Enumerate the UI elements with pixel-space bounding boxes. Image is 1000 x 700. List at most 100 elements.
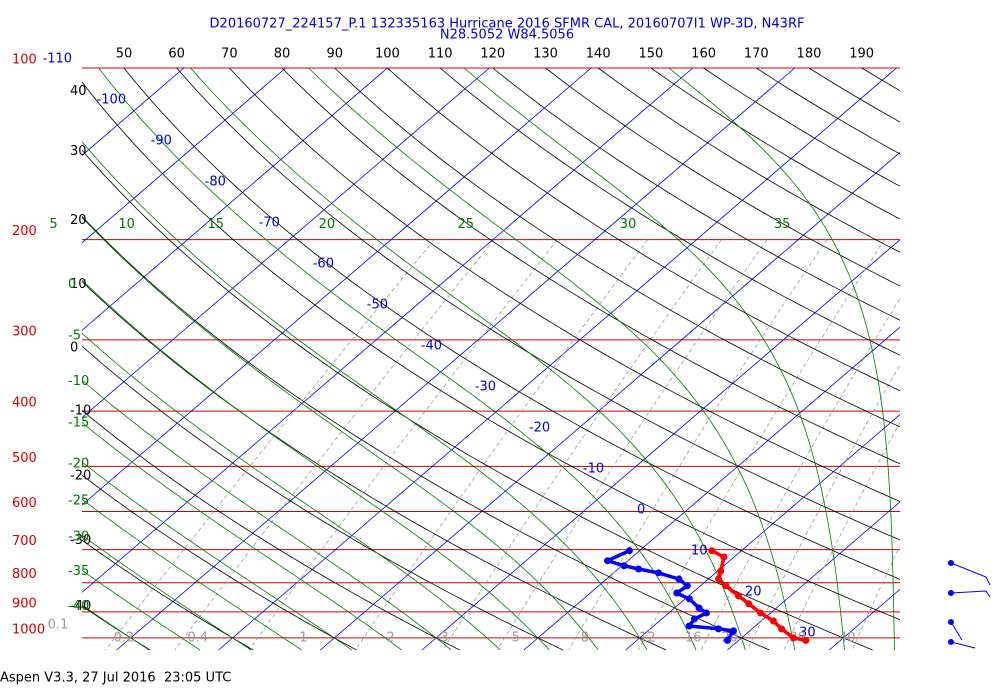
mixing-ratio-label: 0.2 <box>113 630 134 645</box>
isotherm-label: -30 <box>475 380 496 395</box>
mixing-ratio-line <box>248 239 558 651</box>
isotherm-label: -80 <box>205 175 226 190</box>
pressure-label: 300 <box>12 324 37 339</box>
dry-adiabat-label: 190 <box>849 47 874 62</box>
profile-point <box>620 562 628 570</box>
moist-adiabat-label: -10 <box>68 374 89 389</box>
dry-adiabat-label: 40 <box>70 84 87 99</box>
profile-point <box>729 627 737 635</box>
moist-adiabat-label: 0 <box>68 277 76 292</box>
moist-adiabat <box>82 498 302 651</box>
dry-adiabat-label: 20 <box>70 213 87 228</box>
mixing-ratio-label: 3 <box>440 630 448 645</box>
isotherm <box>116 67 795 651</box>
moist-adiabat-label: 15 <box>208 217 225 232</box>
dry-adiabat-label: 160 <box>691 47 716 62</box>
isotherm-label: -100 <box>97 93 127 108</box>
isotherm <box>82 67 185 156</box>
label-layer: 1002003004005006007008009001000-110-100-… <box>12 47 874 646</box>
dry-adiabat <box>861 67 900 92</box>
mixing-ratio-label: 2 <box>386 630 394 645</box>
dry-adiabat <box>82 539 254 651</box>
moist-adiabat <box>82 604 150 651</box>
moist-adiabat <box>82 569 201 651</box>
mixing-ratio-label: 12 <box>639 630 656 645</box>
isotherm-label: -110 <box>43 52 73 67</box>
isotherm-label: -10 <box>583 462 604 477</box>
isotherm-label: -60 <box>313 257 334 272</box>
wind-barbs <box>948 560 991 649</box>
isotherm <box>82 67 694 593</box>
profile-point <box>756 609 764 617</box>
dry-adiabat-label: 150 <box>638 47 663 62</box>
pressure-label: 800 <box>12 567 37 582</box>
dry-adiabat <box>650 67 900 220</box>
dry-adiabat <box>82 345 564 651</box>
moist-adiabat <box>82 422 402 651</box>
dry-adiabat <box>281 67 900 465</box>
isotherm <box>82 67 388 331</box>
isotherm-label: -20 <box>529 421 550 436</box>
dry-adiabat <box>176 67 900 541</box>
mixing-ratio-label: 0.4 <box>187 630 208 645</box>
mixing-ratio-line <box>851 544 900 651</box>
dry-adiabat <box>82 215 770 651</box>
mixing-ratio-line <box>442 239 722 651</box>
dry-adiabat-label: 90 <box>326 47 343 62</box>
profile-point <box>715 575 723 583</box>
isotherm <box>218 67 897 651</box>
isotherm <box>421 239 900 651</box>
isotherm <box>82 67 592 506</box>
pressure-label: 400 <box>12 396 37 411</box>
moist-adiabat <box>98 67 697 651</box>
mixing-ratio-label: 16 <box>685 630 702 645</box>
isotherm-label: -70 <box>259 216 280 231</box>
dry-adiabat <box>82 409 460 651</box>
profile-point <box>708 547 716 555</box>
profile-point <box>683 582 691 590</box>
dry-adiabat <box>334 67 900 428</box>
mixing-ratio-label: 1 <box>299 630 307 645</box>
isotherm-label: -50 <box>367 298 388 313</box>
moist-adiabat-label: -20 <box>68 456 89 471</box>
profile-point <box>604 557 612 565</box>
dry-adiabat <box>597 67 900 253</box>
mixing-ratio-label: 40 <box>839 630 856 645</box>
dry-adiabat-label: 80 <box>274 47 291 62</box>
dry-adiabat-label: 60 <box>168 47 185 62</box>
profile-point <box>685 622 693 630</box>
mixing-ratio-line <box>355 239 649 651</box>
dry-adiabat-label: 140 <box>586 47 611 62</box>
pressure-label: 500 <box>12 451 37 466</box>
isotherm-label: 0 <box>637 503 645 518</box>
isotherm-label: -40 <box>421 339 442 354</box>
isotherm-label: 30 <box>799 626 816 641</box>
wind-barb <box>950 562 991 586</box>
isotherm <box>727 501 900 651</box>
dry-adiabat-label: 30 <box>70 144 87 159</box>
profile-point <box>789 634 797 642</box>
dry-adiabat <box>439 67 900 356</box>
moist-adiabat-label: 20 <box>319 217 336 232</box>
chart-subtitle: N28.5052 W84.5056 <box>440 28 574 43</box>
chart-title: D20160727_224157_P.1 132335163 Hurricane… <box>210 17 805 32</box>
profile-point <box>722 582 730 590</box>
profile-point <box>695 604 703 612</box>
moist-adiabat-label: -40 <box>68 599 89 614</box>
profile-point <box>635 565 643 573</box>
pressure-label: 1000 <box>12 622 45 637</box>
pressure-label: 900 <box>12 596 37 611</box>
dry-adiabat-label: -30 <box>70 533 91 548</box>
moist-adiabat <box>463 67 845 651</box>
dry-adiabat-label: -10 <box>70 404 91 419</box>
profile-point <box>702 609 710 617</box>
moist-adiabat-label: -15 <box>68 416 89 431</box>
mixing-ratio-line <box>700 297 900 651</box>
moist-adiabat-label: 5 <box>49 217 57 232</box>
mixing-ratio-label: 0.1 <box>48 617 69 632</box>
moist-adiabat-label: 25 <box>458 217 475 232</box>
profile-point <box>735 592 743 600</box>
profile-point <box>745 600 753 608</box>
mixing-ratio-line <box>783 421 900 651</box>
